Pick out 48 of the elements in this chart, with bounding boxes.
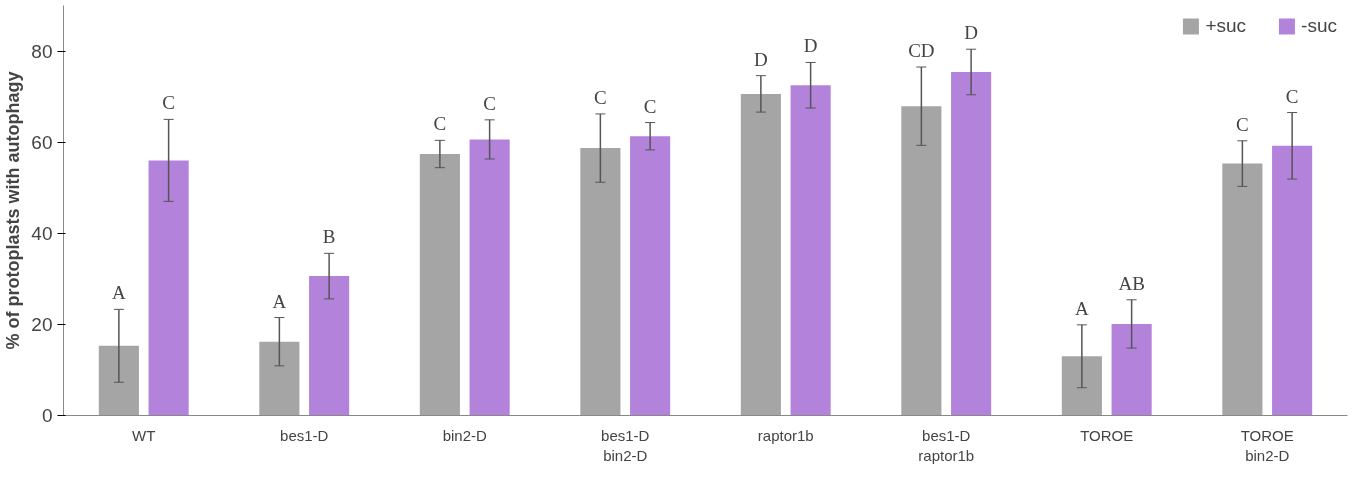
- y-tick-label: 40: [31, 222, 53, 244]
- bar: [740, 93, 781, 416]
- y-tick-label: 20: [31, 313, 53, 335]
- bar: [1111, 323, 1152, 416]
- data-label: A: [112, 282, 127, 304]
- x-tick-label: bin2-D: [442, 426, 488, 444]
- data-label: C: [594, 86, 607, 108]
- bar: [901, 106, 942, 416]
- bar: [1061, 356, 1102, 416]
- y-axis-title: % of protoplasts with autophagy: [3, 71, 24, 350]
- bar: [419, 154, 460, 416]
- x-tick-label: WT: [132, 426, 156, 444]
- legend-label: -suc: [1301, 15, 1337, 37]
- x-tick-label: bes1-D raptor1b: [918, 426, 975, 464]
- data-label: C: [1236, 113, 1249, 135]
- x-tick-label: TOROE: [1080, 426, 1134, 444]
- bar: [259, 341, 300, 416]
- y-tick-label: 80: [31, 40, 53, 62]
- data-label: A: [1075, 297, 1090, 319]
- x-tick-label: bes1-D: [280, 426, 329, 444]
- data-label: CD: [908, 40, 935, 61]
- x-tick-label: TOROE bin2-D: [1240, 426, 1294, 464]
- data-label: A: [272, 290, 287, 312]
- data-label: C: [433, 113, 447, 135]
- bar: [580, 148, 621, 416]
- bar: [1222, 163, 1263, 416]
- y-tick-label: 60: [31, 131, 53, 153]
- data-label: D: [754, 48, 768, 70]
- data-label: D: [803, 35, 818, 57]
- bar: [309, 276, 350, 416]
- legend-label: +suc: [1205, 15, 1247, 37]
- bar: [1272, 145, 1313, 416]
- bar: [790, 85, 831, 416]
- data-label: C: [1285, 85, 1299, 107]
- y-tick-label: 0: [41, 405, 53, 426]
- bar: [630, 136, 671, 416]
- data-label: C: [162, 92, 175, 114]
- bar: [98, 345, 139, 416]
- data-label: B: [322, 226, 336, 248]
- bar: [469, 139, 510, 416]
- data-label: AB: [1118, 272, 1145, 294]
- x-tick-label: bes1-D bin2-D: [601, 426, 650, 464]
- data-label: C: [483, 92, 496, 114]
- data-label: C: [643, 95, 657, 117]
- bar: [951, 72, 992, 416]
- x-tick-label: raptor1b: [757, 426, 814, 444]
- bar: [148, 160, 189, 416]
- data-label: D: [964, 22, 978, 44]
